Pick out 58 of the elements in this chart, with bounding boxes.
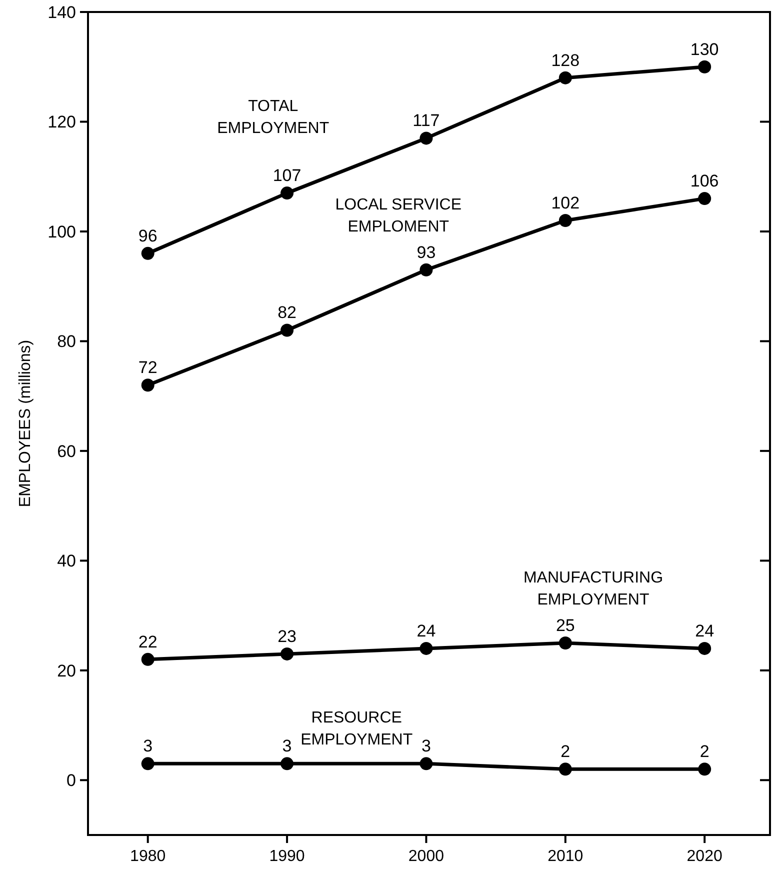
data-label: 102 [551, 193, 580, 212]
y-tick-label: 20 [57, 661, 76, 680]
point [280, 647, 294, 660]
point [280, 186, 294, 200]
data-label: 128 [551, 50, 580, 70]
point [698, 642, 712, 655]
series-label: RESOURCE EMPLOYMENT [300, 710, 413, 749]
data-label: 106 [690, 172, 719, 191]
y-tick-label: 140 [48, 2, 76, 22]
data-label: 93 [416, 242, 436, 262]
point [420, 132, 433, 145]
point [558, 71, 572, 84]
point [558, 762, 572, 776]
point [698, 60, 712, 74]
x-tick-label: 2020 [686, 848, 722, 865]
y-tick-label: 0 [66, 771, 76, 790]
data-label: 2 [700, 742, 710, 762]
point [558, 636, 572, 650]
point [558, 214, 572, 227]
point [420, 757, 433, 770]
data-label: 130 [690, 40, 719, 59]
data-label: 24 [416, 621, 436, 640]
x-tick-label: 1980 [130, 848, 166, 865]
point [280, 324, 294, 337]
data-label: 82 [278, 303, 296, 322]
data-label: 107 [272, 166, 302, 186]
point [141, 246, 154, 260]
data-label: 3 [282, 736, 292, 756]
series-label: LOCAL SERVICE EMPLOMENT [335, 196, 462, 236]
y-tick-label: 40 [57, 552, 76, 571]
data-label: 3 [143, 736, 153, 756]
x-tick-label: 2010 [548, 848, 584, 865]
point [280, 757, 294, 770]
point [141, 757, 154, 770]
point [141, 652, 154, 666]
data-label: 3 [421, 736, 431, 756]
data-label: 24 [695, 621, 714, 640]
point [141, 378, 154, 392]
x-tick-label: 1990 [269, 848, 305, 865]
y-axis-title: EMPLOYEES (millions) [17, 340, 34, 508]
point [420, 263, 433, 276]
point [420, 642, 433, 655]
data-label: 117 [412, 111, 440, 130]
y-tick-label: 60 [57, 442, 76, 461]
data-label: 72 [138, 358, 158, 378]
data-label: 23 [278, 626, 296, 646]
data-label: 22 [138, 632, 158, 652]
x-tick-label: 2000 [408, 848, 444, 865]
y-tick-label: 100 [48, 222, 76, 242]
y-tick-label: 80 [57, 332, 76, 352]
point [698, 192, 712, 206]
y-tick-label: 120 [48, 112, 76, 132]
text: MANUFACTURING EMPLOYMENT [523, 570, 664, 609]
data-label: 25 [556, 616, 575, 635]
data-label: 96 [138, 226, 158, 246]
data-label: 2 [560, 742, 570, 762]
point [698, 762, 712, 776]
text: TOTAL EMPLOYMENT [217, 98, 330, 137]
